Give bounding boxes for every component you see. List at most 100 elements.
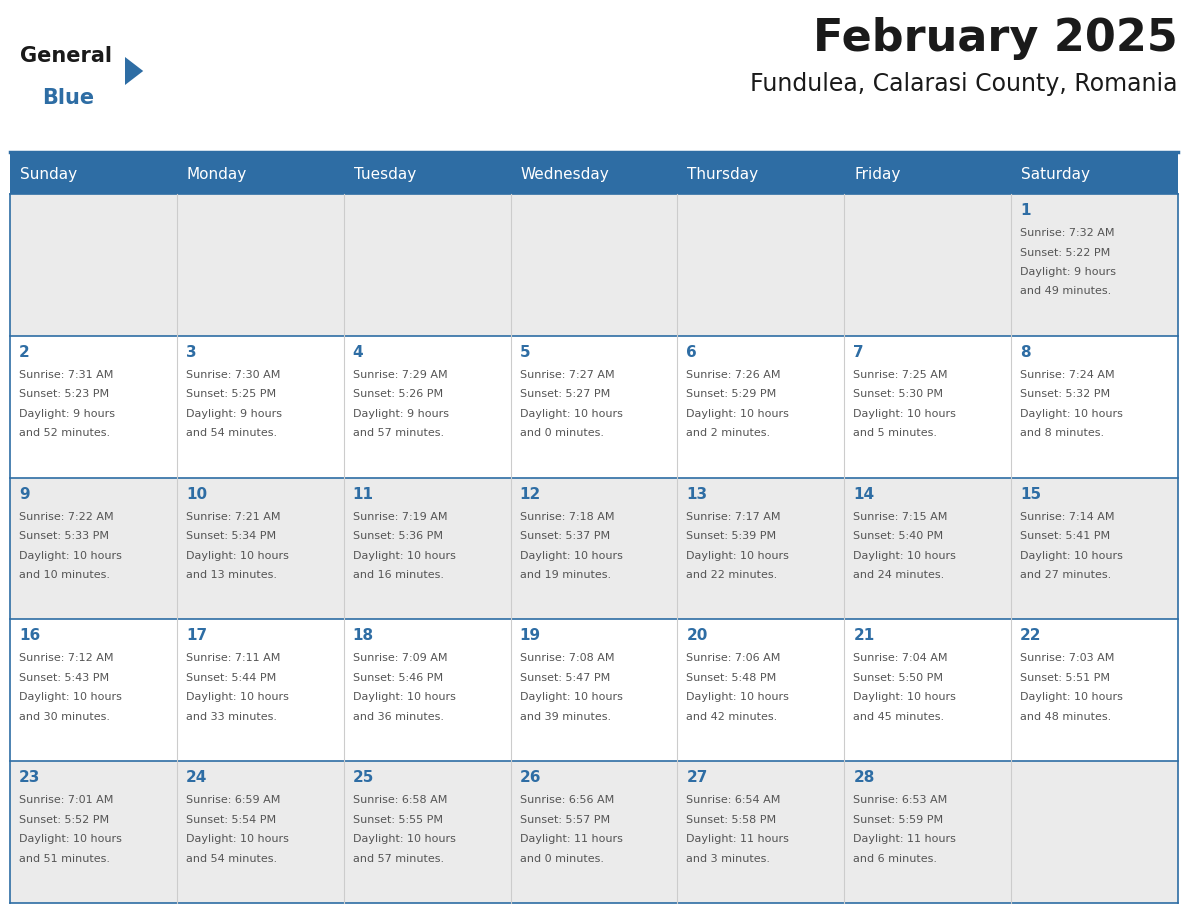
Text: Daylight: 9 hours: Daylight: 9 hours [353,409,449,419]
Text: Sunset: 5:39 PM: Sunset: 5:39 PM [687,532,777,541]
Text: Sunset: 5:32 PM: Sunset: 5:32 PM [1020,389,1111,399]
Polygon shape [125,57,144,85]
Text: Sunrise: 7:27 AM: Sunrise: 7:27 AM [519,370,614,380]
Text: 8: 8 [1020,345,1031,360]
Text: 6: 6 [687,345,697,360]
Text: 15: 15 [1020,487,1041,501]
Text: and 8 minutes.: and 8 minutes. [1020,429,1105,438]
Text: and 13 minutes.: and 13 minutes. [185,570,277,580]
Text: 25: 25 [353,770,374,785]
Text: and 22 minutes.: and 22 minutes. [687,570,778,580]
Text: 5: 5 [519,345,530,360]
Text: and 52 minutes.: and 52 minutes. [19,429,110,438]
Text: Sunrise: 7:30 AM: Sunrise: 7:30 AM [185,370,280,380]
Text: and 0 minutes.: and 0 minutes. [519,429,604,438]
Text: Daylight: 9 hours: Daylight: 9 hours [1020,267,1117,277]
Text: and 48 minutes.: and 48 minutes. [1020,711,1112,722]
Text: Sunrise: 6:53 AM: Sunrise: 6:53 AM [853,795,948,805]
Text: 18: 18 [353,629,374,644]
Text: 14: 14 [853,487,874,501]
Text: Daylight: 10 hours: Daylight: 10 hours [19,692,122,702]
Bar [10,154,1178,194]
Text: Fundulea, Calarasi County, Romania: Fundulea, Calarasi County, Romania [751,72,1178,96]
Text: Sunrise: 7:04 AM: Sunrise: 7:04 AM [853,654,948,664]
Text: Monday: Monday [187,166,247,182]
Text: 2: 2 [19,345,30,360]
Text: and 16 minutes.: and 16 minutes. [353,570,443,580]
Text: 4: 4 [353,345,364,360]
Text: Sunset: 5:55 PM: Sunset: 5:55 PM [353,814,443,824]
Text: and 5 minutes.: and 5 minutes. [853,429,937,438]
Text: Sunrise: 7:22 AM: Sunrise: 7:22 AM [19,511,114,521]
Text: Sunset: 5:46 PM: Sunset: 5:46 PM [353,673,443,683]
Text: and 6 minutes.: and 6 minutes. [853,854,937,864]
Text: Daylight: 10 hours: Daylight: 10 hours [353,834,455,845]
Text: Wednesday: Wednesday [520,166,609,182]
Text: 23: 23 [19,770,40,785]
Text: Sunrise: 7:11 AM: Sunrise: 7:11 AM [185,654,280,664]
Text: Sunset: 5:34 PM: Sunset: 5:34 PM [185,532,276,541]
Text: Daylight: 10 hours: Daylight: 10 hours [519,551,623,561]
Text: Daylight: 10 hours: Daylight: 10 hours [1020,692,1123,702]
Text: 22: 22 [1020,629,1042,644]
Text: Sunset: 5:41 PM: Sunset: 5:41 PM [1020,532,1111,541]
Text: and 27 minutes.: and 27 minutes. [1020,570,1112,580]
Text: February 2025: February 2025 [814,17,1178,60]
Text: Sunset: 5:51 PM: Sunset: 5:51 PM [1020,673,1110,683]
Text: 16: 16 [19,629,40,644]
Text: Sunset: 5:47 PM: Sunset: 5:47 PM [519,673,609,683]
Text: and 42 minutes.: and 42 minutes. [687,711,778,722]
Text: Sunrise: 7:32 AM: Sunrise: 7:32 AM [1020,228,1114,238]
Text: Sunset: 5:54 PM: Sunset: 5:54 PM [185,814,276,824]
Text: Daylight: 11 hours: Daylight: 11 hours [687,834,789,845]
Text: Sunset: 5:58 PM: Sunset: 5:58 PM [687,814,777,824]
Text: 3: 3 [185,345,196,360]
Text: and 3 minutes.: and 3 minutes. [687,854,771,864]
Text: and 51 minutes.: and 51 minutes. [19,854,110,864]
Text: Daylight: 10 hours: Daylight: 10 hours [687,409,789,419]
Text: and 54 minutes.: and 54 minutes. [185,854,277,864]
Text: General: General [20,46,112,66]
Text: and 57 minutes.: and 57 minutes. [353,854,444,864]
Text: Sunset: 5:36 PM: Sunset: 5:36 PM [353,532,443,541]
Text: Sunrise: 7:21 AM: Sunrise: 7:21 AM [185,511,280,521]
Text: Daylight: 10 hours: Daylight: 10 hours [853,551,956,561]
Text: Sunrise: 7:15 AM: Sunrise: 7:15 AM [853,511,948,521]
Text: Sunset: 5:52 PM: Sunset: 5:52 PM [19,814,109,824]
Text: Daylight: 10 hours: Daylight: 10 hours [185,551,289,561]
Text: and 45 minutes.: and 45 minutes. [853,711,944,722]
Text: Sunset: 5:22 PM: Sunset: 5:22 PM [1020,248,1111,258]
Text: 21: 21 [853,629,874,644]
Text: and 57 minutes.: and 57 minutes. [353,429,444,438]
Text: 9: 9 [19,487,30,501]
Text: Daylight: 10 hours: Daylight: 10 hours [1020,409,1123,419]
Text: Daylight: 10 hours: Daylight: 10 hours [185,692,289,702]
Text: Daylight: 10 hours: Daylight: 10 hours [185,834,289,845]
Text: and 39 minutes.: and 39 minutes. [519,711,611,722]
Text: Saturday: Saturday [1022,166,1091,182]
Text: Daylight: 9 hours: Daylight: 9 hours [185,409,282,419]
Text: Sunset: 5:26 PM: Sunset: 5:26 PM [353,389,443,399]
Text: Sunrise: 6:56 AM: Sunrise: 6:56 AM [519,795,614,805]
Text: Sunset: 5:50 PM: Sunset: 5:50 PM [853,673,943,683]
Text: Daylight: 10 hours: Daylight: 10 hours [687,692,789,702]
Bar [10,194,1178,336]
Text: 13: 13 [687,487,708,501]
Text: Sunrise: 7:24 AM: Sunrise: 7:24 AM [1020,370,1114,380]
Text: Sunrise: 7:03 AM: Sunrise: 7:03 AM [1020,654,1114,664]
Text: and 0 minutes.: and 0 minutes. [519,854,604,864]
Text: Friday: Friday [854,166,901,182]
Text: 20: 20 [687,629,708,644]
Text: Tuesday: Tuesday [354,166,416,182]
Text: Daylight: 10 hours: Daylight: 10 hours [19,551,122,561]
Text: Sunrise: 7:31 AM: Sunrise: 7:31 AM [19,370,113,380]
Text: 12: 12 [519,487,541,501]
Text: Sunrise: 7:12 AM: Sunrise: 7:12 AM [19,654,114,664]
Text: Sunset: 5:48 PM: Sunset: 5:48 PM [687,673,777,683]
Bar [10,336,1178,477]
Text: Sunrise: 6:58 AM: Sunrise: 6:58 AM [353,795,447,805]
Text: Sunset: 5:25 PM: Sunset: 5:25 PM [185,389,276,399]
Text: and 19 minutes.: and 19 minutes. [519,570,611,580]
Text: and 24 minutes.: and 24 minutes. [853,570,944,580]
Text: Sunrise: 7:06 AM: Sunrise: 7:06 AM [687,654,781,664]
